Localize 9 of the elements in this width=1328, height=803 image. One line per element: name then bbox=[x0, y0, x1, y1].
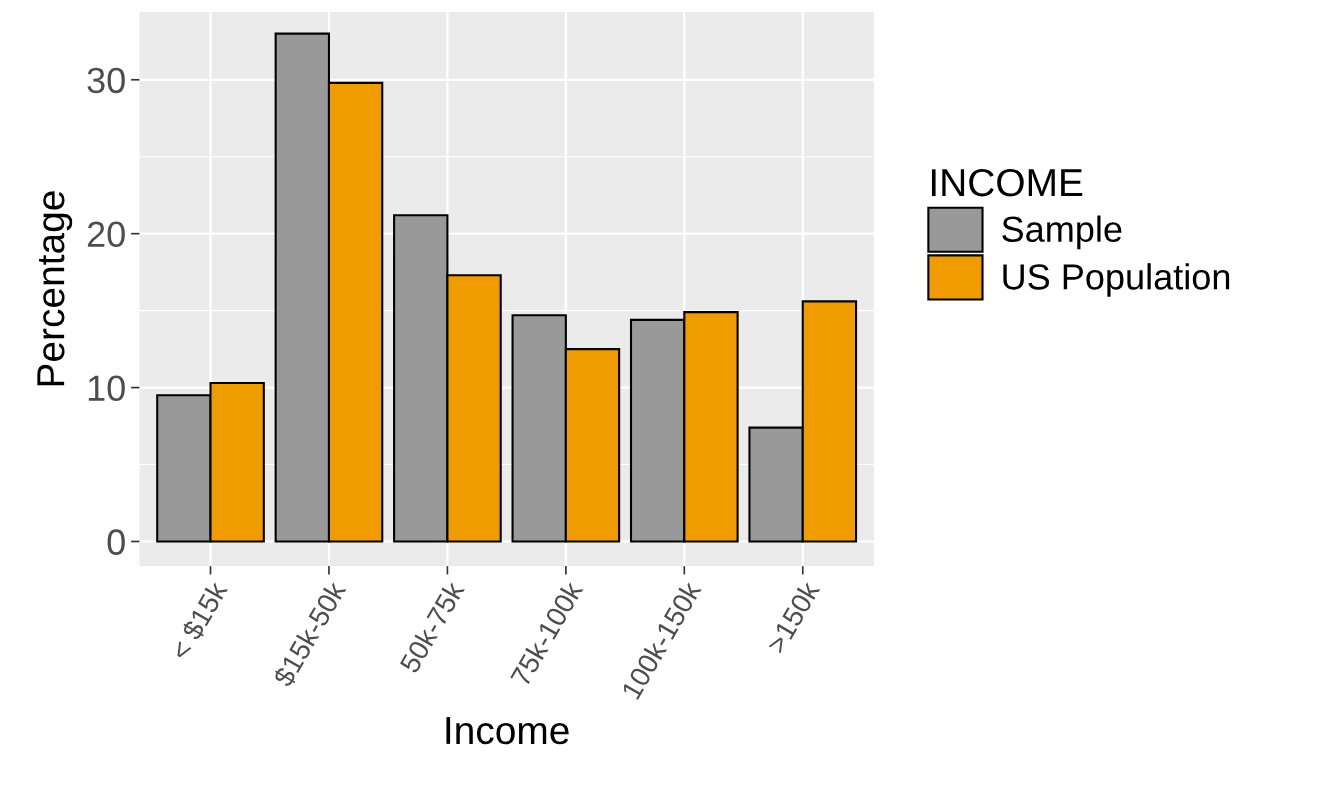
legend-label: Sample bbox=[1002, 215, 1122, 250]
y-tick-label: 20 bbox=[87, 221, 125, 248]
y-axis-title: Percentage bbox=[37, 191, 73, 386]
legend-title: INCOME bbox=[931, 168, 1083, 197]
y-tick-label: 30 bbox=[87, 67, 125, 94]
x-axis-title: Income bbox=[446, 717, 569, 745]
y-tick-label: 10 bbox=[88, 375, 125, 402]
legend-label: US Population bbox=[1003, 263, 1230, 297]
y-tick-label: 0 bbox=[107, 529, 125, 555]
